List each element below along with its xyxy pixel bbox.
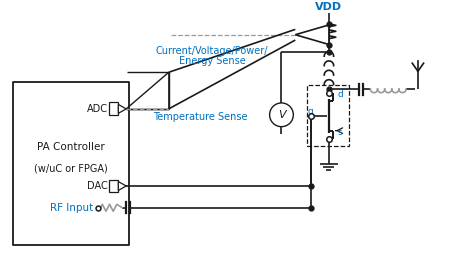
Text: DAC: DAC — [87, 181, 108, 191]
Text: s: s — [338, 128, 343, 137]
Text: (w/uC or FPGA): (w/uC or FPGA) — [34, 164, 108, 174]
Bar — [13, 82, 129, 245]
Polygon shape — [118, 104, 126, 113]
Bar — [307, 85, 349, 147]
Text: V: V — [278, 110, 285, 120]
Text: VDD: VDD — [315, 2, 343, 12]
Bar — [110, 103, 118, 115]
Text: Temperature Sense: Temperature Sense — [153, 112, 248, 122]
Text: g: g — [307, 107, 313, 116]
Text: Energy Sense: Energy Sense — [179, 56, 246, 66]
Circle shape — [270, 103, 293, 127]
Polygon shape — [118, 182, 126, 191]
Text: RF Input: RF Input — [51, 203, 94, 213]
Bar — [110, 180, 118, 192]
Text: ADC: ADC — [87, 104, 108, 114]
Text: Current/Voltage/Power/: Current/Voltage/Power/ — [156, 46, 269, 56]
Polygon shape — [295, 25, 329, 45]
Text: PA Controller: PA Controller — [37, 142, 105, 152]
Text: d: d — [338, 90, 344, 99]
